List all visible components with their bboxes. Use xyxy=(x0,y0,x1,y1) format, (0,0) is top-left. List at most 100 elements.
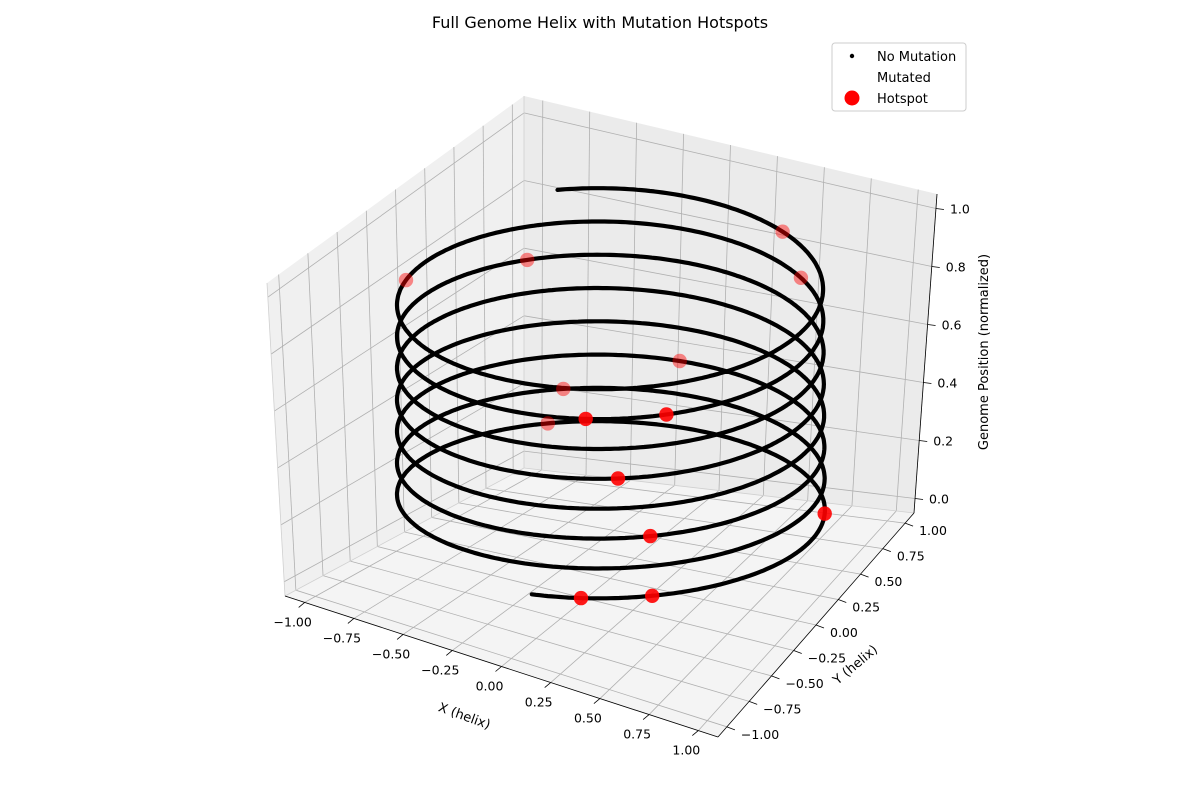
z-tick-mark xyxy=(923,382,932,384)
hotspot-point xyxy=(540,416,555,431)
grid-line xyxy=(851,178,872,506)
hotspot-point xyxy=(578,411,593,427)
chart-title: Full Genome Helix with Mutation Hotspots xyxy=(432,13,768,32)
x-tick-mark xyxy=(446,650,453,656)
x-tick-mark xyxy=(544,682,551,688)
z-tick-mark xyxy=(914,498,924,500)
legend-marker-no-mutation xyxy=(849,53,855,59)
x-tick-label: 0.75 xyxy=(623,727,651,742)
y-tick-mark xyxy=(838,599,847,603)
grid-line xyxy=(523,450,916,499)
grid-line xyxy=(523,180,932,267)
x-tick-mark xyxy=(642,714,650,720)
grid-line xyxy=(280,383,525,526)
hotspot-point xyxy=(556,381,571,397)
grid-line xyxy=(431,517,839,600)
hotspot-point xyxy=(645,588,660,603)
y-tick-label: −0.75 xyxy=(763,701,801,716)
left-pane xyxy=(267,96,524,596)
x-tick-mark xyxy=(396,634,404,640)
x-tick-mark xyxy=(298,602,305,608)
helix-line xyxy=(394,186,827,601)
z-tick-mark xyxy=(931,266,940,268)
z-tick-label: 0.8 xyxy=(946,260,966,275)
grid-line xyxy=(307,253,324,576)
hotspot-points xyxy=(398,224,832,606)
legend: No Mutation Mutated Hotspot xyxy=(831,42,967,112)
x-tick-mark xyxy=(692,730,699,736)
x-axis-line xyxy=(284,595,719,738)
grid-line xyxy=(277,315,525,469)
x-tick-label: 0.00 xyxy=(476,679,504,694)
hotspot-point xyxy=(775,224,790,239)
hotspot-point xyxy=(520,252,535,268)
y-tick-label: −0.25 xyxy=(808,650,846,665)
y-tick-mark xyxy=(793,650,802,654)
grid-line xyxy=(482,125,487,489)
hotspot-point xyxy=(643,528,658,544)
y-tick-mark xyxy=(904,522,914,527)
grid-line xyxy=(336,231,351,562)
z-axis-line xyxy=(913,193,938,514)
y-tick-mark xyxy=(771,675,780,680)
axes-panes xyxy=(267,96,937,737)
legend-label-hotspot: Hotspot xyxy=(877,92,928,107)
x-tick-label: 0.25 xyxy=(525,695,553,710)
x-tick-label: 1.00 xyxy=(672,743,700,758)
y-tick-label: −0.50 xyxy=(785,676,823,691)
grid-line xyxy=(485,487,883,550)
grid-line xyxy=(270,180,525,355)
x-tick-label: −0.25 xyxy=(421,662,459,677)
hotspot-point xyxy=(610,471,626,486)
grid-line xyxy=(523,383,920,441)
legend-label-no-mutation: No Mutation xyxy=(877,50,956,65)
z-tick-mark xyxy=(919,440,928,442)
y-tick-mark xyxy=(882,548,891,553)
x-tick-label: −0.50 xyxy=(372,646,410,661)
y-axis-line xyxy=(717,512,915,738)
pane-edge xyxy=(523,467,915,514)
grid-line xyxy=(523,247,928,325)
z-tick-label: 0.4 xyxy=(937,376,957,391)
y-axis-label: Y (helix) xyxy=(830,642,881,688)
hotspot-point xyxy=(398,272,414,288)
y-tick-mark xyxy=(860,573,869,578)
grid-line xyxy=(762,156,778,496)
grid-line xyxy=(295,589,728,728)
z-tick-mark xyxy=(935,208,945,210)
y-tick-label: 0.75 xyxy=(897,549,925,564)
pane-edge xyxy=(266,282,286,597)
x-tick-mark xyxy=(495,666,502,672)
y-tick-label: 1.00 xyxy=(919,523,947,538)
grid-line xyxy=(458,502,861,575)
y-tick-mark xyxy=(726,726,736,731)
x-tick-label: 0.50 xyxy=(574,711,602,726)
y-tick-label: 0.25 xyxy=(852,600,880,615)
hotspot-point xyxy=(659,407,674,422)
grid-line xyxy=(523,112,937,209)
z-tick-label: 0.0 xyxy=(929,492,949,507)
helix-curve xyxy=(394,186,827,601)
grid-line xyxy=(322,575,750,702)
z-tick-label: 1.0 xyxy=(950,202,970,217)
z-tick-label: 0.6 xyxy=(942,318,962,333)
hotspot-point xyxy=(793,270,809,285)
axis-ticks: −1.00−0.75−0.50−0.250.000.250.500.751.00… xyxy=(274,193,970,758)
z-axis-label: Genome Position (normalized) xyxy=(977,254,992,450)
x-tick-label: −1.00 xyxy=(274,614,312,629)
y-tick-label: 0.50 xyxy=(875,574,903,589)
x-tick-mark xyxy=(347,618,355,624)
pane-edge xyxy=(284,467,525,597)
grid-line xyxy=(278,274,297,591)
grid-line xyxy=(424,168,433,518)
grid-line xyxy=(350,560,772,677)
grid-line xyxy=(523,315,924,383)
y-tick-label: −1.00 xyxy=(741,727,779,742)
z-tick-label: 0.2 xyxy=(933,434,953,449)
legend-label-mutated: Mutated xyxy=(877,71,931,86)
x-tick-mark xyxy=(593,698,601,704)
y-tick-label: 0.00 xyxy=(830,625,858,640)
y-tick-mark xyxy=(815,624,825,629)
x-axis-label: X (helix) xyxy=(436,700,492,733)
